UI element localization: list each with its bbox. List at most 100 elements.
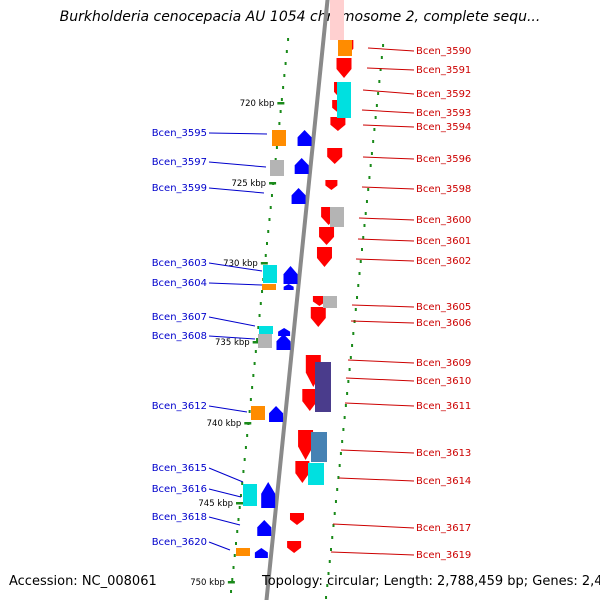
tick-mark (333, 512, 336, 515)
gene-label-right[interactable]: Bcen_3593 (416, 108, 471, 119)
feature-block[interactable] (263, 265, 277, 283)
tick-mark (331, 536, 334, 539)
tick-mark (358, 272, 361, 275)
forward-gene-arrow[interactable] (312, 296, 326, 306)
reverse-gene-arrow[interactable] (254, 548, 268, 558)
feature-block[interactable] (272, 130, 286, 146)
reverse-gene-arrow[interactable] (297, 130, 312, 146)
gene-label-right[interactable]: Bcen_3596 (416, 154, 471, 165)
gene-label-right[interactable]: Bcen_3605 (416, 302, 471, 313)
feature-block[interactable] (236, 548, 250, 556)
gene-label-right[interactable]: Bcen_3611 (416, 401, 471, 412)
gene-label-right[interactable]: Bcen_3614 (416, 476, 471, 487)
forward-gene-arrow[interactable] (295, 461, 310, 483)
reverse-gene-arrow[interactable] (291, 188, 306, 204)
forward-gene-arrow[interactable] (310, 307, 326, 327)
feature-block[interactable] (323, 296, 337, 308)
feature-block[interactable] (270, 160, 284, 176)
tick-mark (346, 392, 349, 395)
tick-mark (268, 218, 271, 221)
reverse-gene-arrow[interactable] (257, 520, 272, 536)
kbp-tick (269, 182, 277, 185)
gene-label-right[interactable]: Bcen_3617 (416, 523, 471, 534)
feature-block[interactable] (330, 207, 344, 227)
feature-block[interactable] (308, 463, 324, 485)
gene-leader-line (361, 186, 415, 190)
tick-mark (279, 110, 282, 113)
reverse-gene-arrow[interactable] (283, 284, 294, 290)
gene-label-right[interactable]: Bcen_3591 (416, 65, 471, 76)
gene-leader-line (208, 488, 242, 498)
tick-mark (283, 74, 286, 77)
gene-leader-line (357, 238, 415, 242)
gene-label-left[interactable]: Bcen_3618 (152, 512, 207, 523)
forward-gene-arrow[interactable] (327, 148, 343, 164)
tick-mark (238, 506, 241, 509)
gene-label-left[interactable]: Bcen_3620 (152, 537, 207, 548)
gene-label-right[interactable]: Bcen_3590 (416, 46, 471, 57)
tick-mark (338, 464, 341, 467)
gene-label-right[interactable]: Bcen_3601 (416, 236, 471, 247)
gene-label-right[interactable]: Bcen_3610 (416, 376, 471, 387)
reverse-gene-arrow[interactable] (283, 266, 298, 284)
kbp-label: 745 kbp (198, 499, 233, 509)
gene-label-left[interactable]: Bcen_3608 (152, 331, 207, 342)
gene-leader-line (344, 402, 415, 407)
feature-block[interactable] (338, 40, 352, 56)
gene-label-right[interactable]: Bcen_3600 (416, 215, 471, 226)
gene-label-left[interactable]: Bcen_3607 (152, 312, 207, 323)
forward-gene-arrow[interactable] (336, 58, 352, 78)
gene-label-left[interactable]: Bcen_3612 (152, 401, 207, 412)
tick-mark (339, 452, 342, 455)
gene-label-left[interactable]: Bcen_3599 (152, 183, 207, 194)
reverse-gene-arrow[interactable] (294, 158, 309, 174)
tick-mark (244, 446, 247, 449)
feature-block[interactable] (251, 406, 265, 420)
reverse-gene-arrow[interactable] (269, 406, 284, 422)
feature-block[interactable] (311, 432, 327, 462)
gene-label-left[interactable]: Bcen_3597 (152, 157, 207, 168)
forward-gene-arrow[interactable] (302, 389, 318, 411)
gene-label-right[interactable]: Bcen_3602 (416, 256, 471, 267)
reverse-gene-arrow[interactable] (278, 328, 291, 336)
gene-leader-line (332, 523, 415, 529)
kbp-tick (260, 262, 268, 265)
forward-gene-arrow[interactable] (289, 513, 304, 525)
gene-label-left[interactable]: Bcen_3615 (152, 463, 207, 474)
feature-block[interactable] (315, 362, 331, 412)
forward-gene-arrow[interactable] (330, 117, 346, 131)
gene-label-left[interactable]: Bcen_3604 (152, 278, 207, 289)
kbp-label: 735 kbp (215, 338, 250, 348)
gene-label-left[interactable]: Bcen_3603 (152, 258, 207, 269)
feature-block[interactable] (258, 334, 272, 348)
forward-gene-arrow[interactable] (298, 430, 314, 460)
gene-label-left[interactable]: Bcen_3595 (152, 128, 207, 139)
gene-label-right[interactable]: Bcen_3598 (416, 184, 471, 195)
tick-mark (325, 596, 328, 599)
forward-gene-arrow[interactable] (319, 227, 335, 245)
feature-block[interactable] (243, 484, 257, 506)
gene-label-right[interactable]: Bcen_3606 (416, 318, 471, 329)
tick-mark (369, 164, 372, 167)
feature-block[interactable] (259, 326, 273, 334)
kbp-label: 725 kbp (231, 179, 266, 189)
gene-label-right[interactable]: Bcen_3592 (416, 89, 471, 100)
forward-gene-arrow[interactable] (325, 180, 338, 190)
feature-block[interactable] (337, 82, 351, 118)
gene-leader-line (347, 359, 415, 364)
gene-label-right[interactable]: Bcen_3609 (416, 358, 471, 369)
gene-label-right[interactable]: Bcen_3619 (416, 550, 471, 561)
tick-mark (253, 362, 256, 365)
gene-label-right[interactable]: Bcen_3613 (416, 448, 471, 459)
gene-label-right[interactable]: Bcen_3594 (416, 122, 471, 133)
tick-mark (274, 158, 277, 161)
feature-block[interactable] (262, 284, 276, 290)
tick-mark (267, 230, 270, 233)
reverse-gene-arrow[interactable] (276, 334, 291, 350)
gene-leader-line (208, 132, 268, 135)
forward-gene-arrow[interactable] (316, 247, 332, 267)
gene-label-left[interactable]: Bcen_3616 (152, 484, 207, 495)
forward-gene-arrow[interactable] (287, 541, 302, 553)
reverse-gene-arrow[interactable] (261, 482, 276, 508)
